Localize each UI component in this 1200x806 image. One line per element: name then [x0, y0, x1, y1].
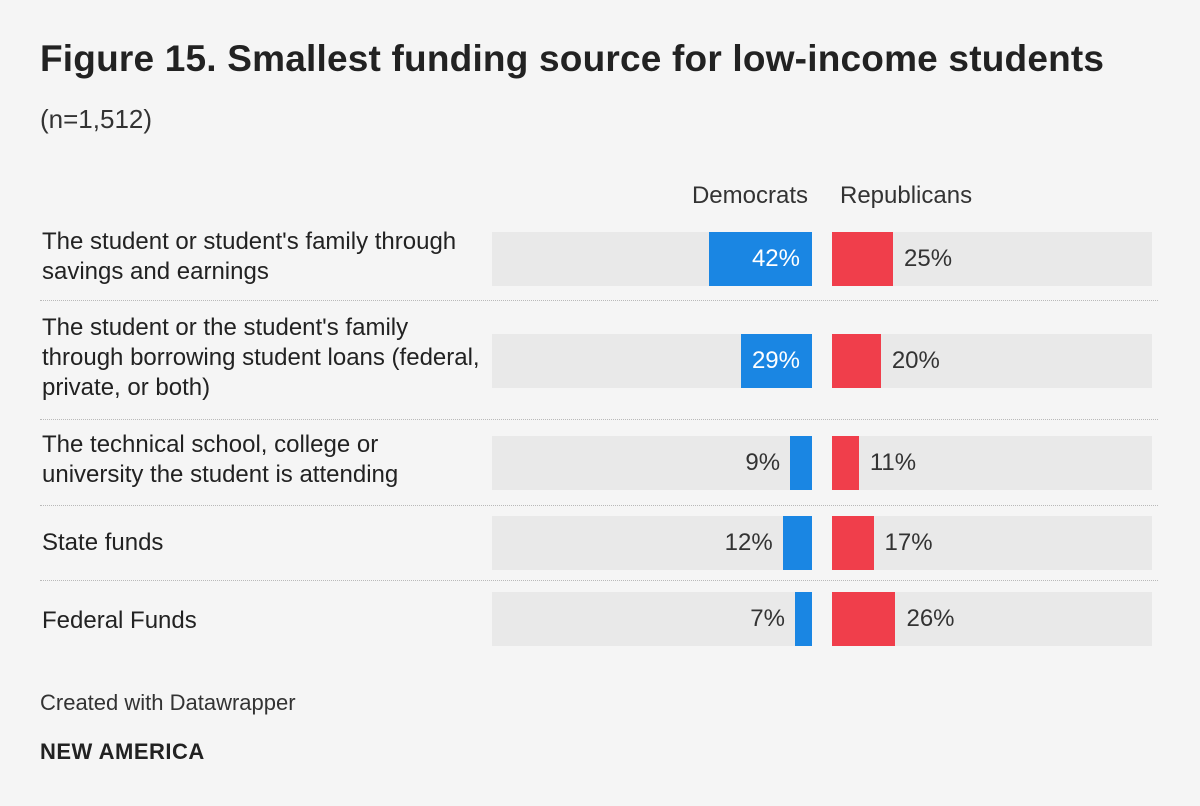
democrats-bar	[794, 592, 812, 646]
row-label: Federal Funds	[42, 607, 197, 634]
row-label: State funds	[42, 529, 164, 556]
democrats-track	[492, 436, 812, 490]
democrats-value-label: 42%	[751, 245, 800, 272]
republicans-bar	[832, 232, 894, 286]
democrats-column-header: Democrats	[691, 182, 808, 209]
chart-subtitle: (n=1,512)	[40, 104, 153, 134]
republicans-value-label: 26%	[906, 605, 955, 632]
democrats-bar	[741, 334, 812, 388]
democrats-track	[492, 592, 812, 646]
republicans-value-label: 11%	[869, 449, 917, 476]
created-with-note: Created with Datawrapper	[40, 690, 296, 715]
republicans-value-label: 17%	[884, 529, 933, 556]
publisher-brand: NEW AMERICA	[40, 739, 205, 764]
democrats-bar	[709, 232, 812, 286]
chart-title: Figure 15. Smallest funding source for l…	[40, 38, 1105, 79]
republicans-track	[832, 436, 1152, 490]
row-separator	[40, 300, 1158, 301]
democrats-value-label: 29%	[751, 347, 800, 374]
republicans-bar	[832, 592, 896, 646]
row-label: The technical school, college or univers…	[42, 431, 399, 488]
democrats-value-label: 7%	[750, 605, 785, 632]
republicans-track	[832, 334, 1152, 388]
row-label: The student or the student's family thro…	[42, 314, 480, 401]
democrats-track	[492, 516, 812, 570]
republicans-value-label: 25%	[904, 245, 953, 272]
row-separator	[40, 580, 1158, 581]
republicans-bar	[832, 436, 859, 490]
democrats-value-label: 9%	[745, 449, 781, 476]
democrats-value-label: 12%	[724, 529, 773, 556]
republicans-track	[832, 516, 1152, 570]
row-label: The student or student's family through …	[42, 228, 457, 285]
democrats-bar	[782, 516, 812, 570]
democrats-bar	[790, 436, 812, 490]
row-separator	[40, 505, 1158, 506]
republicans-bar	[832, 516, 874, 570]
republicans-column-header: Republicans	[840, 182, 973, 209]
republicans-bar	[832, 334, 881, 388]
republicans-value-label: 20%	[891, 347, 940, 374]
row-separator	[40, 419, 1158, 420]
